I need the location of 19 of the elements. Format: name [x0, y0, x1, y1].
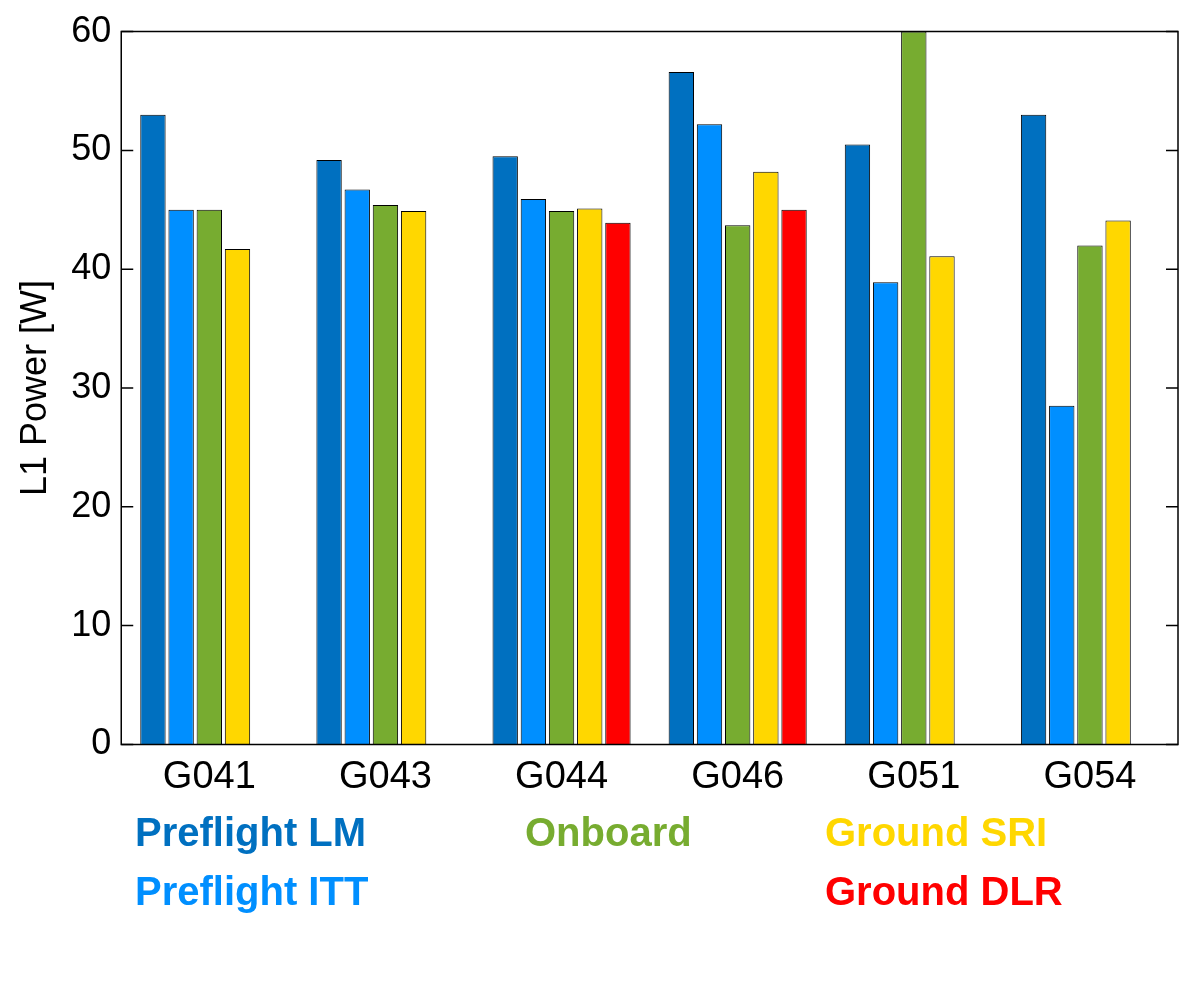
- text: Ground SRI: [825, 810, 1049, 855]
- x-tick-label: G044: [515, 753, 609, 796]
- x-tick-label: G051: [867, 753, 961, 796]
- text: Preflight ITT: [135, 869, 370, 914]
- y-tick-label: 50: [71, 127, 112, 169]
- y-tick-label: 0: [91, 721, 112, 763]
- y-tick-label: 10: [71, 602, 112, 644]
- x-tick-label: G054: [1043, 753, 1137, 796]
- series-label: Onboard: [525, 810, 693, 855]
- series-label: Preflight LM: [135, 810, 368, 855]
- x-tick-label: G041: [162, 753, 256, 796]
- text: Ground DLR: [825, 869, 1064, 914]
- y-tick-label: 30: [71, 364, 112, 406]
- y-axis-title: L1 Power [W]: [12, 279, 54, 497]
- y-tick-label: 20: [71, 483, 112, 525]
- x-tick-label: G046: [691, 753, 785, 796]
- y-tick-label: 40: [71, 246, 112, 288]
- x-tick-label: G043: [338, 753, 432, 796]
- y-tick-label: 60: [71, 8, 112, 50]
